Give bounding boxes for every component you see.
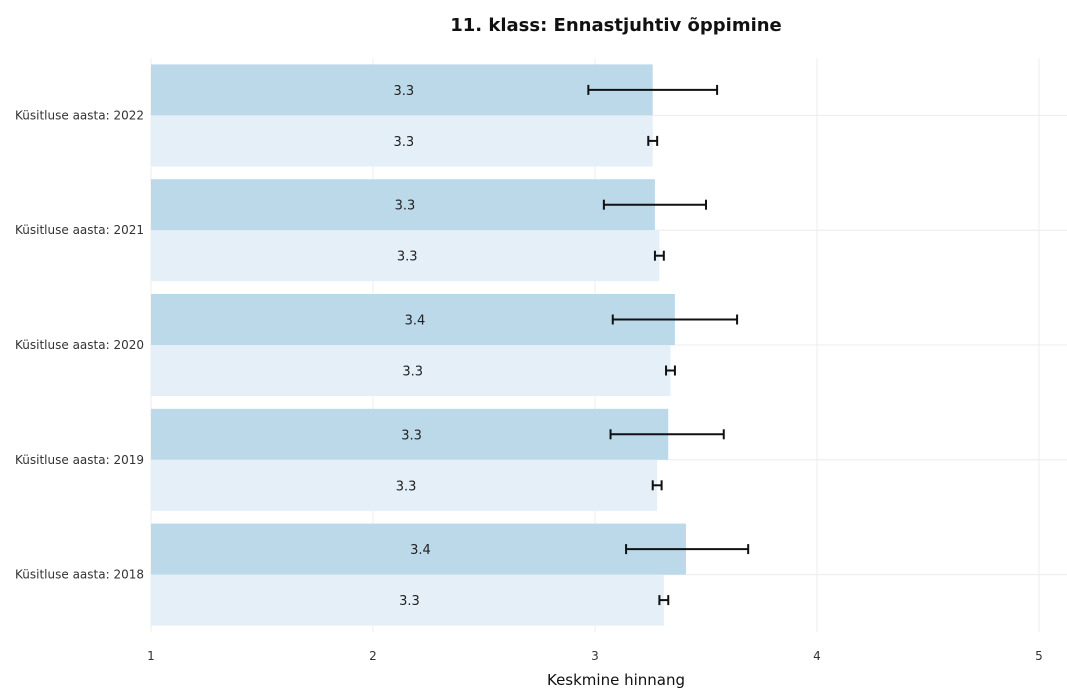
x-axis-ticks: 1 2 3 4 5: [147, 649, 1043, 663]
bar: [151, 115, 653, 167]
data-label: 3.3: [395, 199, 416, 214]
category-labels: Küsitluse aasta: 2022 Küsitluse aasta: 20…: [15, 108, 144, 581]
data-label: 3.4: [410, 543, 431, 558]
data-label: 3.3: [399, 594, 420, 609]
data-label: 3.3: [396, 479, 417, 494]
bar: [151, 574, 664, 626]
category-label: Küsitluse aasta: 2021: [15, 223, 144, 237]
bar: [151, 179, 655, 231]
bar: [151, 408, 669, 460]
x-tick-label: 4: [813, 649, 821, 663]
category-label: Küsitluse aasta: 2019: [15, 453, 144, 467]
data-label: 3.3: [394, 135, 415, 150]
x-tick-label: 5: [1035, 649, 1043, 663]
x-axis-title: Keskmine hinnang: [547, 671, 685, 689]
bar: [151, 459, 658, 511]
category-label: Küsitluse aasta: 2020: [15, 338, 144, 352]
category-label: Küsitluse aasta: 2022: [15, 108, 144, 122]
x-tick-label: 2: [369, 649, 377, 663]
bars: [151, 64, 687, 626]
data-label: 3.3: [402, 365, 423, 380]
x-tick-label: 1: [147, 649, 155, 663]
data-labels: 3.3 3.3 3.4 3.3 3.4 3.3 3.3 3.3 3.3 3.3: [394, 84, 431, 609]
bar: [151, 230, 660, 282]
data-label: 3.3: [394, 84, 415, 99]
bar: [151, 294, 675, 345]
data-label: 3.3: [401, 428, 422, 443]
bar: [151, 345, 671, 396]
chart-title: 11. klass: Ennastjuhtiv õppimine: [450, 15, 782, 36]
data-label: 3.3: [397, 250, 418, 265]
x-tick-label: 3: [591, 649, 599, 663]
data-label: 3.4: [405, 314, 426, 329]
error-bars: [587, 84, 750, 606]
bar: [151, 64, 653, 116]
category-label: Küsitluse aasta: 2018: [15, 568, 144, 582]
bar: [151, 523, 687, 575]
